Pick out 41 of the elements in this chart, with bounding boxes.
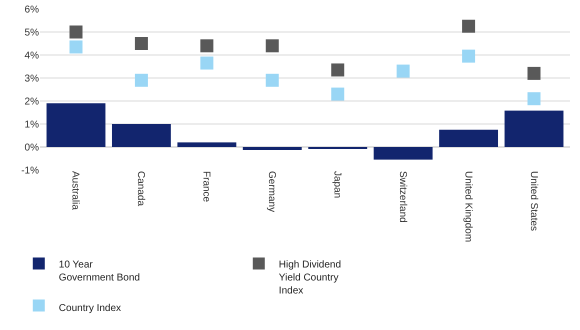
- x-tick-label: France: [200, 171, 212, 203]
- y-tick-label: -1%: [21, 166, 40, 176]
- legend-label: 10 Year Government Bond: [58, 259, 140, 284]
- point: [134, 37, 148, 50]
- bar: [504, 110, 564, 147]
- x-tick-label: United Kingdom: [462, 171, 474, 242]
- point: [462, 50, 476, 63]
- point: [528, 66, 541, 80]
- legend-label: Country Index: [58, 302, 122, 314]
- legend-label: High Dividend Yield Country Index: [278, 259, 342, 296]
- y-tick-label: 0%: [24, 142, 40, 154]
- point: [200, 56, 214, 70]
- x-tick-label: Japan: [331, 171, 342, 198]
- bar: [112, 124, 171, 147]
- point: [69, 40, 82, 54]
- bar: [46, 103, 106, 147]
- x-tick-label: United States: [528, 171, 539, 232]
- x-tick-label: Switzerland: [396, 171, 408, 223]
- x-tick-label: Australia: [70, 171, 81, 210]
- point: [69, 26, 82, 38]
- bar: [242, 147, 302, 150]
- point: [266, 74, 279, 87]
- point: [134, 74, 148, 87]
- point: [200, 39, 214, 52]
- y-tick-label: 3%: [24, 74, 40, 84]
- y-tick-label: 4%: [24, 50, 40, 62]
- point: [331, 88, 344, 101]
- point: [462, 20, 476, 33]
- point: [528, 92, 541, 106]
- y-tick-label: 5%: [24, 28, 40, 38]
- y-tick-label: 1%: [24, 120, 40, 130]
- bar: [439, 130, 498, 147]
- point: [266, 39, 279, 52]
- bar: [177, 142, 236, 147]
- y-tick-label: 2%: [24, 96, 40, 108]
- x-tick-label: Germany: [266, 171, 278, 212]
- bar: [374, 147, 433, 160]
- point: [396, 64, 410, 78]
- point: [331, 63, 344, 76]
- x-tick-label: Canada: [135, 171, 146, 206]
- y-tick-label: 6%: [24, 4, 40, 16]
